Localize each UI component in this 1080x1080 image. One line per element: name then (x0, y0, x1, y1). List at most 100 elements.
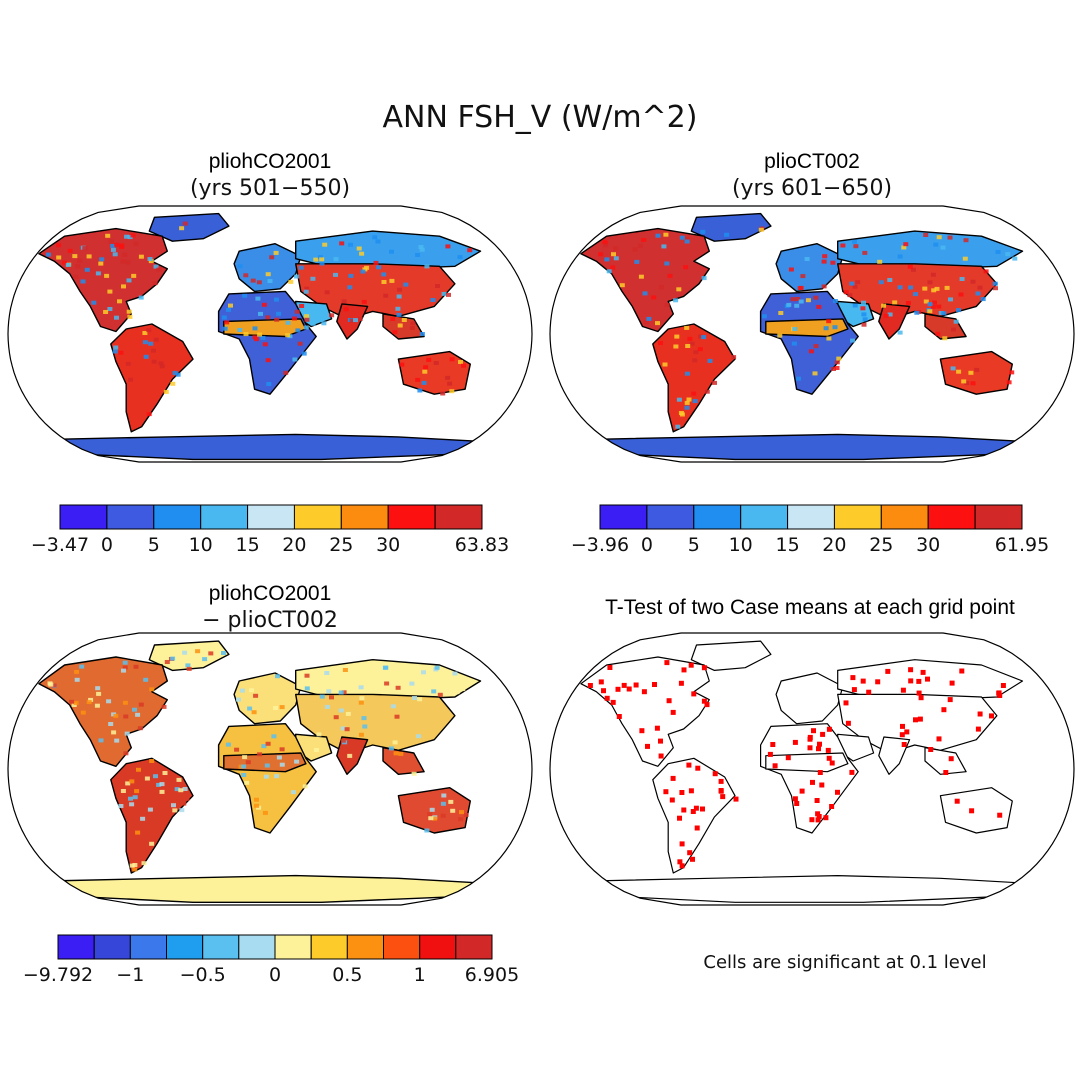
cell-b (800, 274, 806, 279)
cell-a (359, 251, 365, 256)
significant-cell (860, 678, 866, 684)
cell-b (956, 369, 962, 374)
significant-cell (718, 778, 724, 784)
cell-a (410, 321, 416, 326)
cell-c (129, 779, 135, 784)
significance-note: Cells are significant at 0.1 level (703, 952, 986, 973)
cell-a (445, 244, 451, 249)
cell-c (208, 654, 214, 659)
cell-a (124, 234, 130, 239)
cell-a (409, 326, 415, 330)
significant-cell (885, 668, 891, 674)
cell-c (249, 688, 254, 693)
cell-b (611, 252, 616, 257)
cell-a (292, 316, 297, 321)
cell-b (927, 280, 933, 285)
cell-a (274, 317, 280, 322)
land-siberia-d (837, 659, 1024, 701)
cell-a (349, 318, 355, 323)
cell-c (94, 703, 100, 708)
cell-b (940, 245, 946, 250)
cell-b (970, 279, 976, 284)
colorbar-label-c: −9.792 (23, 964, 93, 986)
cell-a (56, 255, 62, 260)
cell-a (224, 320, 230, 325)
cell-b (684, 239, 690, 244)
significant-cell (693, 805, 699, 811)
cell-c (347, 753, 353, 758)
significant-cell (913, 717, 918, 723)
cell-c (428, 816, 434, 821)
cell-b (956, 308, 961, 313)
significant-cell (829, 760, 835, 766)
colorbar-box-b (693, 504, 742, 530)
cell-a (274, 297, 279, 302)
colorbar-box-c (202, 934, 240, 960)
cell-a (80, 279, 86, 284)
cell-a (56, 243, 62, 248)
cell-b (643, 320, 649, 325)
cell-c (150, 769, 156, 774)
significant-cell (807, 736, 813, 742)
cell-c (108, 722, 114, 726)
cell-a (86, 254, 92, 259)
cell-a (119, 243, 125, 248)
cell-c (247, 706, 253, 711)
cell-a (260, 335, 266, 340)
cell-b (1009, 370, 1015, 375)
colorbar-label-a: 30 (376, 534, 400, 556)
cell-b (798, 285, 804, 290)
figure-title: ANN FSH_V (W/m^2) (383, 100, 698, 135)
significant-cell (900, 687, 906, 693)
cell-c (140, 816, 146, 821)
significant-cell (901, 742, 907, 747)
cell-c (358, 678, 363, 683)
cell-a (257, 332, 263, 337)
cell-c (149, 687, 155, 692)
cell-a (329, 313, 335, 318)
cell-a (62, 260, 67, 265)
land-sam-a (110, 323, 194, 433)
cell-a (114, 315, 119, 320)
colorbar-box-a (293, 504, 342, 530)
cell-c (431, 689, 437, 694)
cell-c (182, 787, 188, 791)
cell-a (120, 259, 126, 264)
land-afr-d (759, 723, 859, 834)
significant-cell (817, 770, 823, 775)
cell-c (185, 663, 191, 668)
significant-cell (918, 695, 924, 701)
map-border-c (7, 632, 533, 906)
cell-b (832, 299, 838, 303)
significant-cell (816, 746, 821, 752)
cell-c (254, 803, 260, 808)
cell-a (261, 302, 267, 307)
significant-cell (916, 690, 922, 696)
cell-c (394, 714, 400, 719)
cell-b (697, 347, 703, 352)
significant-cell (694, 825, 700, 831)
cell-b (968, 370, 974, 375)
cell-b (936, 235, 942, 240)
cell-a (401, 318, 407, 322)
cell-a (446, 292, 451, 297)
cell-a (159, 364, 165, 369)
cell-a (228, 303, 233, 308)
cell-c (79, 664, 85, 669)
significant-cell (785, 755, 791, 761)
cell-b (892, 300, 898, 305)
cell-c (329, 695, 334, 700)
map-border-a (7, 205, 533, 463)
colorbar-label-b: 5 (688, 534, 700, 556)
significant-cell (969, 808, 975, 814)
cell-c (123, 751, 129, 756)
cell-b (684, 371, 690, 376)
land-sea-c (382, 747, 425, 775)
cell-b (826, 319, 832, 324)
cell-c (149, 759, 155, 763)
cell-a (397, 323, 403, 328)
cell-b (855, 280, 861, 285)
land-nam-d (580, 656, 710, 767)
significant-cell (679, 790, 685, 795)
cell-a (417, 388, 423, 393)
